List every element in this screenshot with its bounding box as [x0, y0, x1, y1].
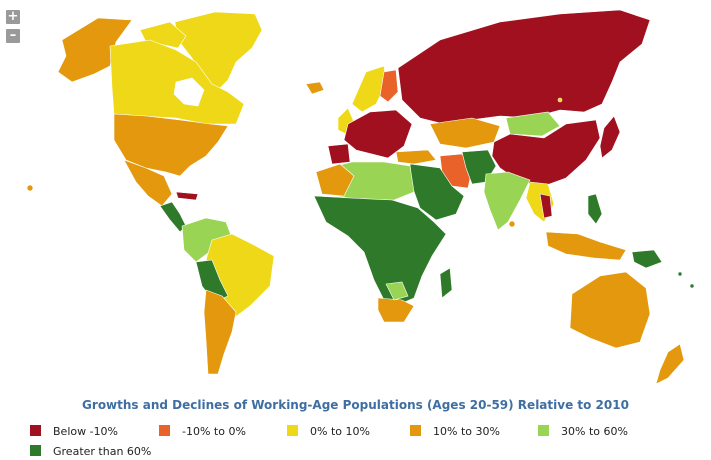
- legend-item-0-to-10: 0% to 10%: [287, 425, 370, 439]
- legend-item-30-to-60: 30% to 60%: [538, 425, 628, 439]
- island-hawaii[interactable]: [26, 184, 34, 192]
- region-png[interactable]: [631, 249, 663, 269]
- legend-label: 30% to 60%: [561, 425, 628, 438]
- legend-label: Greater than 60%: [53, 445, 152, 458]
- region-mexico[interactable]: [123, 159, 173, 207]
- region-new-zealand[interactable]: [655, 343, 685, 385]
- region-europe[interactable]: [343, 109, 413, 159]
- legend-item-10-to-30: 10% to 30%: [410, 425, 500, 439]
- region-botswana[interactable]: [385, 281, 409, 301]
- region-usa[interactable]: [113, 113, 229, 177]
- region-madagascar[interactable]: [439, 267, 453, 299]
- region-cuba[interactable]: [175, 191, 199, 201]
- legend-swatch: [30, 445, 41, 456]
- legend-label: -10% to 0%: [182, 425, 246, 438]
- region-china[interactable]: [491, 119, 601, 187]
- legend-swatch: [30, 425, 41, 436]
- map-title: Growths and Declines of Working-Age Popu…: [82, 398, 629, 412]
- region-south-africa[interactable]: [377, 297, 415, 323]
- legend-swatch: [538, 425, 549, 436]
- legend-label: 0% to 10%: [310, 425, 370, 438]
- region-russia[interactable]: [397, 9, 651, 125]
- region-greenland[interactable]: [174, 11, 263, 93]
- legend-label: Below -10%: [53, 425, 119, 438]
- legend-item-below-neg10: Below -10%: [30, 425, 118, 439]
- island-sri-lanka[interactable]: [508, 220, 516, 228]
- region-india[interactable]: [483, 171, 531, 231]
- hudson-bay: [173, 77, 205, 107]
- legend-swatch: [159, 425, 170, 436]
- zoom-out-button[interactable]: –: [6, 29, 20, 43]
- region-philippines[interactable]: [587, 193, 603, 225]
- island-pacific-3[interactable]: [557, 97, 563, 103]
- region-morocco[interactable]: [315, 163, 355, 197]
- region-indonesia[interactable]: [545, 231, 627, 261]
- legend-item-neg10-to-0: -10% to 0%: [159, 425, 246, 439]
- legend-swatch: [410, 425, 421, 436]
- region-peru-bolivia[interactable]: [195, 259, 229, 303]
- region-japan[interactable]: [599, 115, 621, 159]
- legend-swatch: [287, 425, 298, 436]
- region-iceland[interactable]: [305, 81, 325, 95]
- legend-item-above-60: Greater than 60%: [30, 445, 151, 459]
- world-map[interactable]: + –: [0, 0, 711, 392]
- region-kazakhstan[interactable]: [429, 117, 501, 149]
- region-middle-east[interactable]: [409, 163, 465, 221]
- region-thailand[interactable]: [539, 193, 553, 219]
- region-alaska[interactable]: [57, 17, 133, 83]
- region-iberia[interactable]: [327, 143, 351, 165]
- region-sub-saharan-africa[interactable]: [313, 195, 447, 305]
- region-turkey[interactable]: [395, 149, 437, 165]
- island-pacific-1[interactable]: [677, 271, 683, 277]
- legend-label: 10% to 30%: [433, 425, 500, 438]
- island-pacific-2[interactable]: [689, 283, 695, 289]
- zoom-in-button[interactable]: +: [6, 9, 20, 24]
- region-mongolia[interactable]: [505, 111, 561, 137]
- world-map-svg[interactable]: [0, 0, 711, 392]
- region-australia[interactable]: [569, 271, 651, 349]
- region-finland[interactable]: [379, 69, 399, 103]
- region-argentina[interactable]: [203, 289, 237, 375]
